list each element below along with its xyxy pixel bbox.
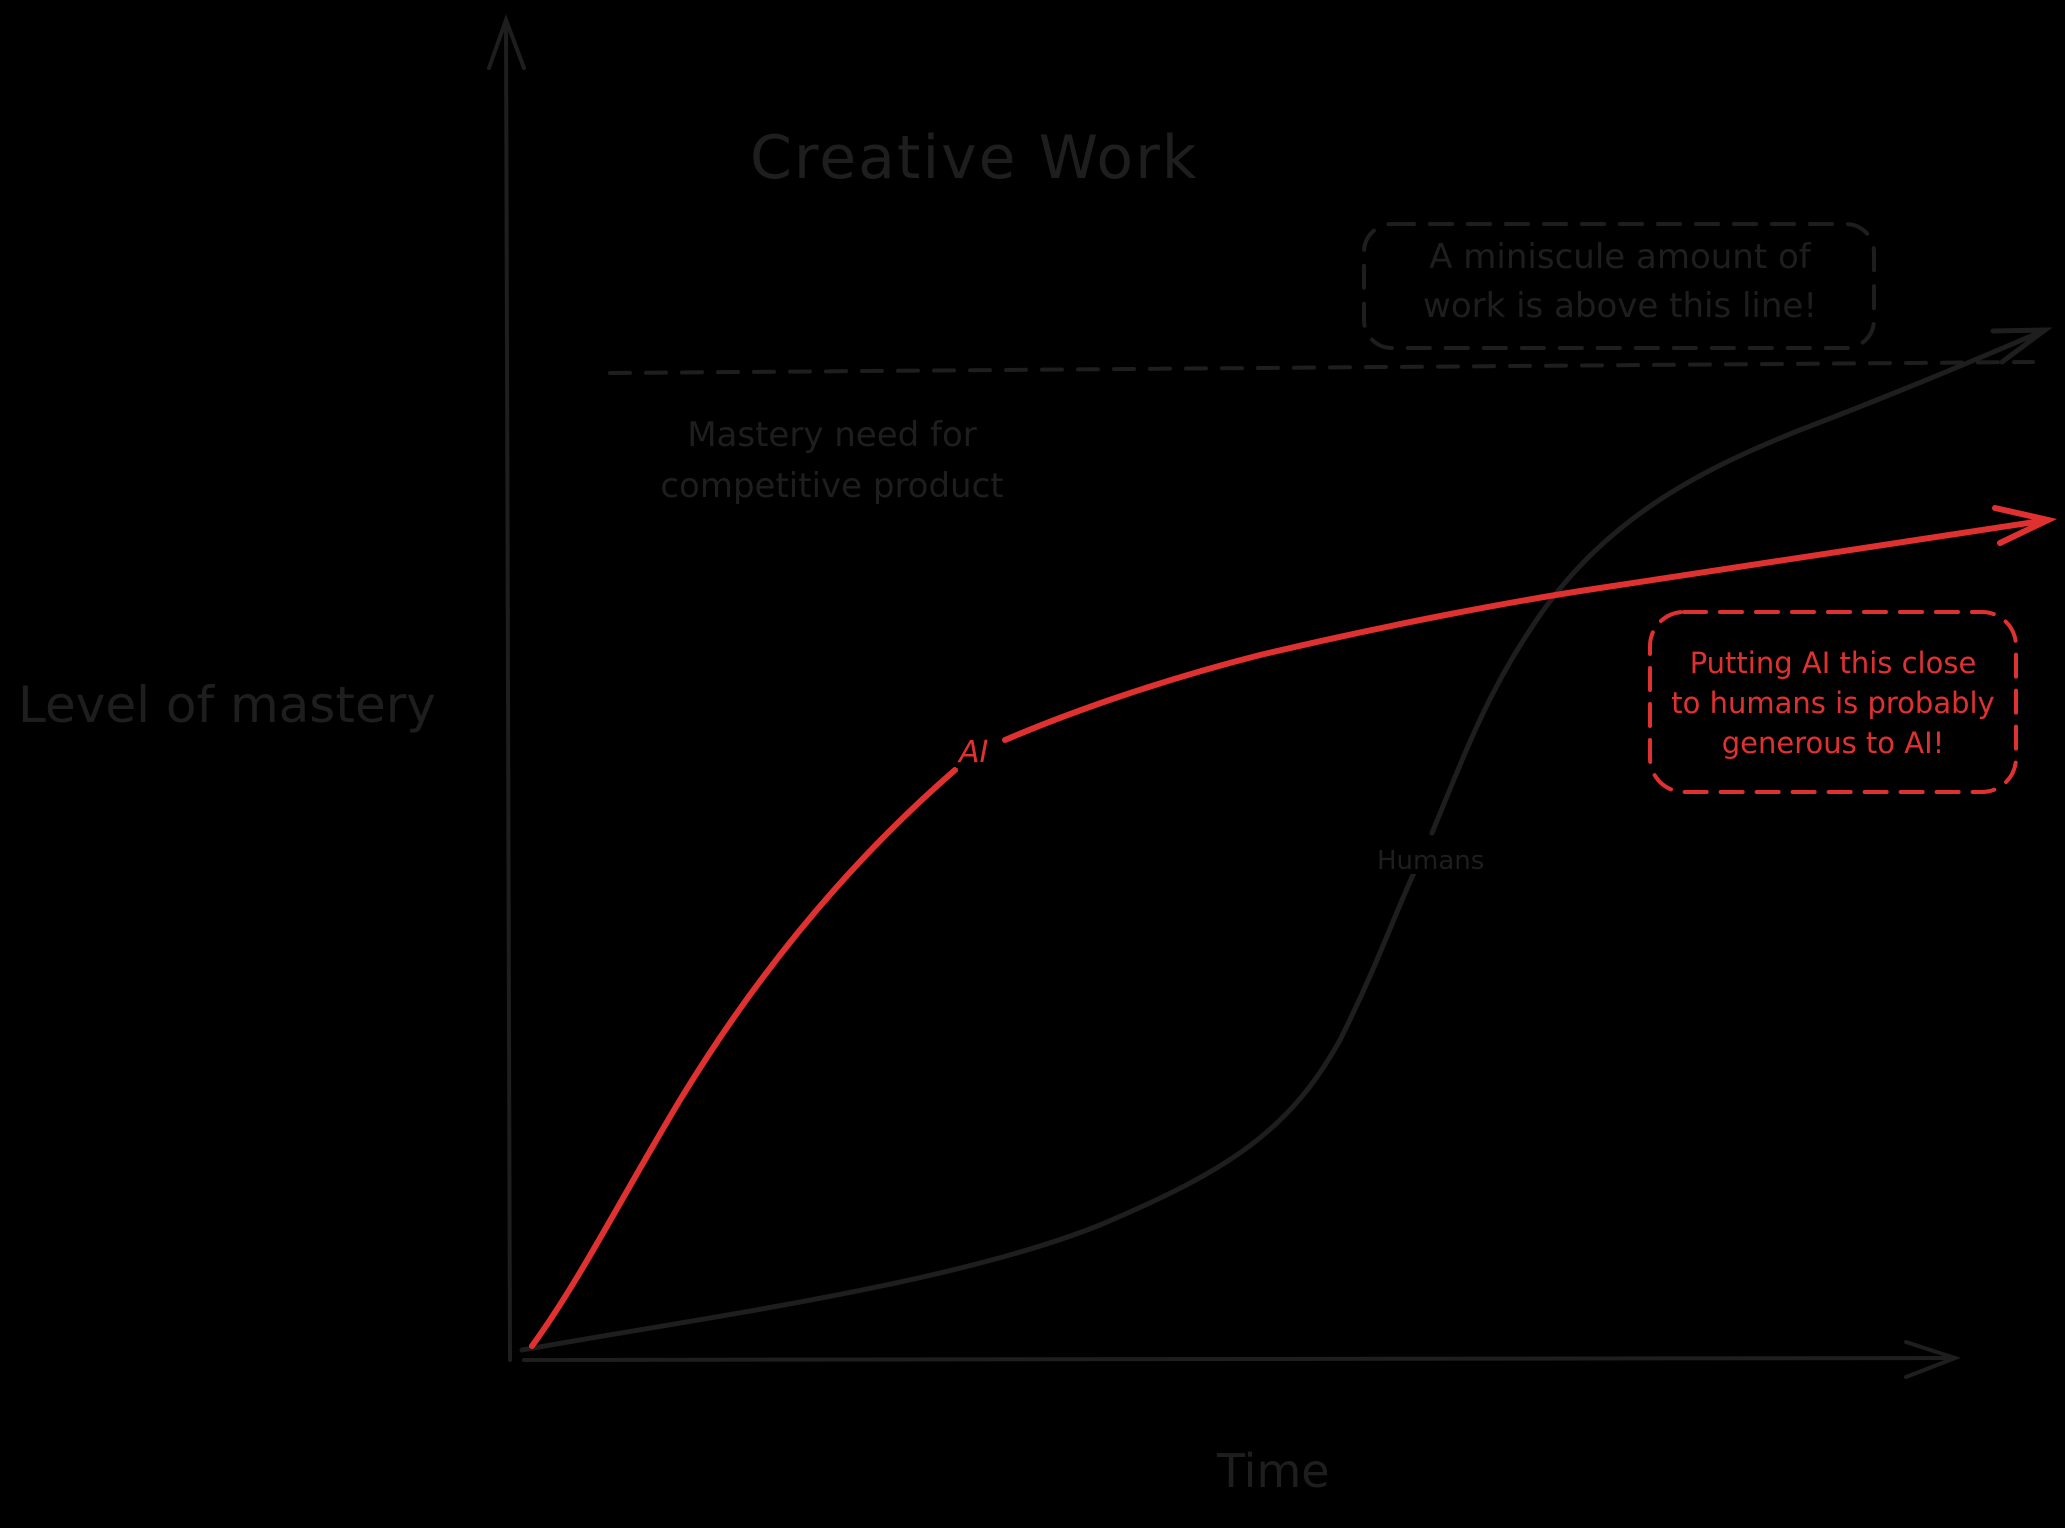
red-note-line-1: Putting AI this close (1689, 646, 1977, 680)
x-axis-arrow-icon (1904, 1340, 1961, 1379)
ai-arrow-icon (1992, 505, 2058, 546)
red-note-line-3: generous to AI! (1721, 726, 1945, 761)
threshold-dashed-line (608, 360, 2035, 375)
threshold-label: Mastery need for competitive product (622, 410, 1042, 512)
ai-curve-label: AI (956, 738, 992, 768)
humans-curve-label: Humans (1374, 848, 1488, 874)
x-axis-label: Time (1217, 1444, 1330, 1498)
red-note-text: Putting AI this close to humans is proba… (1660, 643, 2006, 763)
threshold-label-line-2: competitive product (660, 466, 1004, 506)
red-note-line-2: to humans is probably (1671, 686, 1995, 721)
ai-curve (529, 505, 2058, 1349)
top-note-line-2: work is above this line! (1423, 286, 1817, 327)
x-axis (522, 1340, 1961, 1379)
top-note-text: A miniscule amount of work is above this… (1380, 233, 1860, 332)
top-note-line-1: A miniscule amount of (1429, 237, 1811, 277)
top-note-box (1362, 222, 1876, 350)
humans-arrow-icon (1990, 327, 2053, 365)
y-axis-arrow-icon (487, 14, 526, 70)
humans-curve (519, 327, 2053, 1353)
diagram-title: Creative Work (750, 123, 1199, 193)
y-axis (487, 14, 526, 1362)
threshold-label-line-1: Mastery need for (687, 415, 977, 455)
y-axis-label: Level of mastery (18, 676, 436, 734)
red-note-box (1648, 610, 2018, 794)
